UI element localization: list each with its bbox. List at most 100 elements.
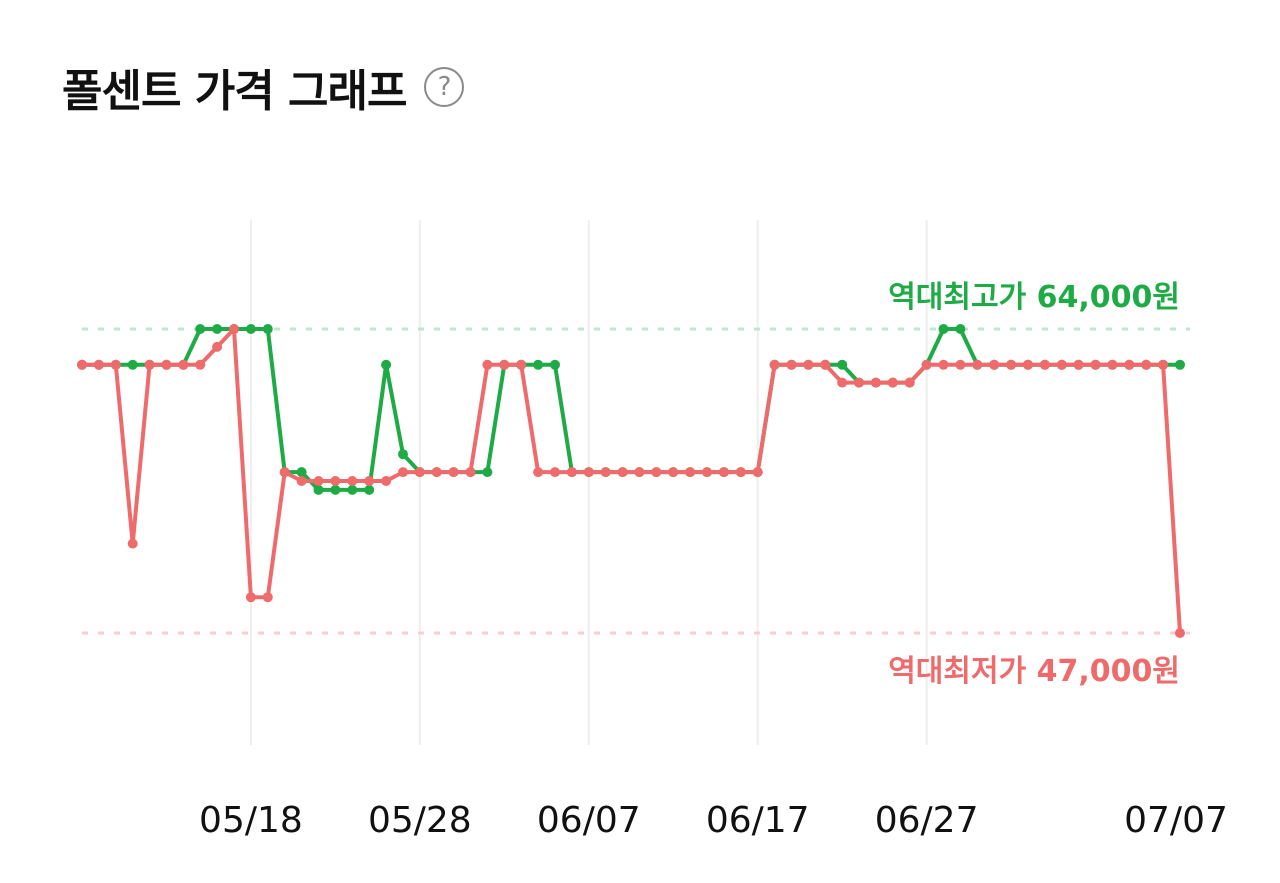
- data-point-low[interactable]: [431, 467, 442, 478]
- data-point-low[interactable]: [212, 341, 223, 352]
- data-point-low[interactable]: [77, 359, 87, 370]
- data-point-high[interactable]: [938, 324, 949, 334]
- data-point-low[interactable]: [955, 359, 966, 370]
- data-point-low[interactable]: [938, 359, 949, 370]
- data-point-low[interactable]: [178, 359, 189, 370]
- data-point-low[interactable]: [414, 467, 425, 478]
- data-point-low[interactable]: [161, 359, 172, 370]
- data-point-low[interactable]: [1073, 359, 1084, 370]
- data-point-high[interactable]: [313, 484, 324, 495]
- data-point-high[interactable]: [262, 324, 273, 334]
- data-point-high[interactable]: [550, 359, 560, 370]
- data-point-high[interactable]: [1175, 359, 1185, 370]
- data-point-high[interactable]: [398, 449, 408, 460]
- data-point-high[interactable]: [330, 484, 341, 495]
- data-point-low[interactable]: [262, 592, 273, 603]
- data-point-low[interactable]: [820, 359, 831, 370]
- grid-lines: [249, 220, 928, 745]
- data-point-high[interactable]: [381, 359, 392, 370]
- data-point-low[interactable]: [1056, 359, 1067, 370]
- data-point-low[interactable]: [989, 359, 1000, 370]
- data-point-low[interactable]: [482, 359, 493, 370]
- data-point-low[interactable]: [718, 467, 729, 478]
- data-point-low[interactable]: [617, 467, 628, 478]
- data-point-low[interactable]: [195, 359, 206, 370]
- data-point-low[interactable]: [144, 359, 155, 370]
- series-line-low: [80, 327, 1182, 635]
- series-line-high: [80, 327, 1182, 492]
- data-point-low[interactable]: [296, 476, 307, 486]
- data-point-low[interactable]: [347, 476, 358, 486]
- data-point-low[interactable]: [634, 467, 645, 478]
- data-point-low[interactable]: [837, 377, 848, 388]
- series-layer: [77, 324, 1185, 638]
- lowest-price-label: 역대최저가 47,000원: [888, 654, 1180, 689]
- data-point-low[interactable]: [752, 467, 763, 478]
- data-point-low[interactable]: [854, 377, 864, 388]
- x-tick-label: 05/18: [199, 800, 303, 841]
- data-point-low[interactable]: [887, 377, 898, 388]
- data-point-low[interactable]: [516, 359, 527, 370]
- data-point-low[interactable]: [702, 467, 712, 478]
- data-point-low[interactable]: [583, 467, 594, 478]
- data-point-low[interactable]: [550, 467, 560, 478]
- data-point-low[interactable]: [904, 377, 915, 388]
- data-point-low[interactable]: [566, 467, 577, 478]
- data-point-low[interactable]: [1039, 359, 1050, 370]
- data-point-low[interactable]: [279, 467, 290, 478]
- data-point-high[interactable]: [245, 324, 256, 334]
- data-point-low[interactable]: [1175, 628, 1185, 638]
- data-point-low[interactable]: [1006, 359, 1017, 370]
- data-point-low[interactable]: [921, 359, 932, 370]
- title-row: 폴센트 가격 그래프 ?: [62, 52, 465, 122]
- question-circle-icon[interactable]: ?: [424, 67, 465, 107]
- data-point-low[interactable]: [448, 467, 459, 478]
- data-point-low[interactable]: [127, 538, 138, 549]
- x-axis-ticks: 05/18 05/28 06/07 06/17 06/27 07/07: [199, 800, 1228, 841]
- data-point-low[interactable]: [398, 467, 408, 478]
- data-point-low[interactable]: [229, 324, 239, 334]
- data-point-low[interactable]: [313, 476, 324, 486]
- data-point-low[interactable]: [1107, 359, 1118, 370]
- data-point-low[interactable]: [1023, 359, 1033, 370]
- data-point-low[interactable]: [735, 467, 746, 478]
- data-point-low[interactable]: [651, 467, 662, 478]
- x-tick-label: 05/28: [368, 800, 472, 841]
- data-point-low[interactable]: [803, 359, 814, 370]
- data-point-high[interactable]: [837, 359, 848, 370]
- data-point-low[interactable]: [110, 359, 121, 370]
- data-point-low[interactable]: [245, 592, 256, 603]
- data-point-low[interactable]: [499, 359, 510, 370]
- data-point-low[interactable]: [769, 359, 780, 370]
- data-point-high[interactable]: [533, 359, 544, 370]
- data-point-low[interactable]: [870, 377, 881, 388]
- data-point-high[interactable]: [127, 359, 138, 370]
- data-point-high[interactable]: [195, 324, 206, 334]
- data-point-low[interactable]: [93, 359, 104, 370]
- data-point-low[interactable]: [600, 467, 611, 478]
- data-point-high[interactable]: [482, 467, 493, 478]
- data-point-high[interactable]: [347, 484, 358, 495]
- data-point-high[interactable]: [955, 324, 966, 334]
- data-point-low[interactable]: [972, 359, 983, 370]
- data-point-high[interactable]: [364, 484, 375, 495]
- data-point-low[interactable]: [786, 359, 797, 370]
- data-point-low[interactable]: [364, 476, 375, 486]
- data-point-low[interactable]: [668, 467, 679, 478]
- data-point-low[interactable]: [330, 476, 341, 486]
- data-point-low[interactable]: [381, 476, 392, 486]
- data-point-low[interactable]: [1141, 359, 1152, 370]
- data-point-high[interactable]: [212, 324, 223, 334]
- data-point-low[interactable]: [465, 467, 476, 478]
- data-point-low[interactable]: [1158, 359, 1169, 370]
- data-point-low[interactable]: [1090, 359, 1101, 370]
- data-point-low[interactable]: [685, 467, 696, 478]
- data-point-low[interactable]: [1124, 359, 1135, 370]
- x-tick-label: 06/07: [537, 800, 641, 841]
- x-tick-label: 06/17: [706, 800, 810, 841]
- x-tick-label: 07/07: [1124, 800, 1228, 841]
- x-tick-label: 06/27: [875, 800, 979, 841]
- data-point-high[interactable]: [296, 467, 307, 478]
- data-point-low[interactable]: [533, 467, 544, 478]
